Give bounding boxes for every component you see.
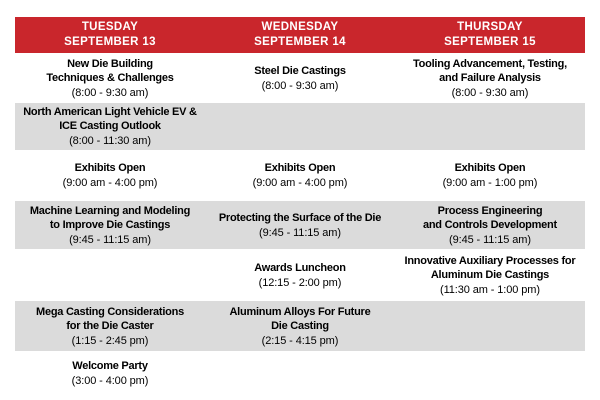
session-time: (9:00 am - 1:00 pm) — [442, 177, 538, 189]
session-cell: Aluminum Alloys For Future Die Casting (2… — [205, 301, 395, 351]
session-title: Machine Learning and Modeling to Improve… — [29, 204, 191, 231]
session-cell: Machine Learning and Modeling to Improve… — [15, 201, 205, 249]
empty-cell — [205, 351, 395, 395]
session-time: (8:00 - 9:30 am) — [451, 86, 529, 99]
session-cell: Protecting the Surface of the Die (9:45 -… — [205, 201, 395, 249]
session-title: Protecting the Surface of the Die — [218, 211, 382, 224]
header-date-label: SEPTEMBER 13 — [64, 36, 156, 48]
session-cell: Mega Casting Considerations for the Die … — [15, 301, 205, 351]
schedule-table: TUESDAY SEPTEMBER 13 WEDNESDAY SEPTEMBER… — [15, 17, 585, 395]
header-date-label: SEPTEMBER 15 — [444, 36, 536, 48]
header-day-label: WEDNESDAY — [261, 21, 339, 33]
session-time: (8:00 - 11:30 am) — [69, 135, 151, 147]
schedule-row: Machine Learning and Modeling to Improve… — [15, 201, 585, 249]
header-day-label: TUESDAY — [81, 21, 139, 33]
session-cell: Tooling Advancement, Testing, and Failur… — [395, 53, 585, 103]
schedule-header-row: TUESDAY SEPTEMBER 13 WEDNESDAY SEPTEMBER… — [15, 17, 585, 53]
session-cell: North American Light Vehicle EV & ICE Ca… — [15, 103, 205, 150]
schedule-row: Exhibits Open (9:00 am - 4:00 pm) Exhibits… — [15, 150, 585, 201]
session-time: (9:00 am - 4:00 pm) — [252, 177, 348, 189]
session-title: Exhibits Open — [264, 162, 336, 174]
session-time: (9:45 - 11:15 am) — [449, 233, 531, 246]
session-cell: Welcome Party (3:00 - 4:00 pm) — [15, 351, 205, 395]
schedule-rows: New Die Building Techniques & Challenges… — [15, 53, 585, 395]
header-day-label: THURSDAY — [457, 21, 523, 33]
session-time: (1:15 - 2:45 pm) — [71, 334, 149, 347]
session-title: Exhibits Open — [74, 162, 146, 174]
schedule-row: New Die Building Techniques & Challenges… — [15, 53, 585, 103]
header-cell-tuesday: TUESDAY SEPTEMBER 13 — [15, 17, 205, 53]
session-cell: Exhibits Open (9:00 am - 1:00 pm) — [395, 150, 585, 201]
session-cell: Awards Luncheon (12:15 - 2:00 pm) — [205, 249, 395, 301]
session-time: (8:00 - 9:30 am) — [261, 79, 339, 92]
empty-cell — [395, 351, 585, 395]
session-title: Steel Die Castings — [254, 64, 346, 77]
session-time: (9:00 am - 4:00 pm) — [62, 177, 158, 189]
session-title: Aluminum Alloys For Future Die Casting — [229, 305, 371, 332]
session-cell: Exhibits Open (9:00 am - 4:00 pm) — [205, 150, 395, 201]
session-title: New Die Building Techniques & Challenges — [46, 57, 174, 84]
session-title: Exhibits Open — [454, 162, 526, 174]
session-title: Innovative Auxiliary Processes for Alumi… — [404, 254, 576, 281]
session-cell: Steel Die Castings (8:00 - 9:30 am) — [205, 53, 395, 103]
session-title: Awards Luncheon — [254, 261, 346, 274]
session-title: Process Engineering and Controls Develop… — [422, 204, 557, 231]
empty-cell — [395, 301, 585, 351]
session-title: North American Light Vehicle EV & ICE Ca… — [23, 106, 197, 132]
empty-cell — [205, 103, 395, 150]
session-cell: Innovative Auxiliary Processes for Alumi… — [395, 249, 585, 301]
empty-cell — [395, 103, 585, 150]
session-time: (9:45 - 11:15 am) — [259, 226, 341, 239]
session-cell: New Die Building Techniques & Challenges… — [15, 53, 205, 103]
session-time: (11:30 am - 1:00 pm) — [440, 283, 540, 296]
schedule-row: North American Light Vehicle EV & ICE Ca… — [15, 103, 585, 150]
session-title: Tooling Advancement, Testing, and Failur… — [413, 57, 567, 84]
header-cell-wednesday: WEDNESDAY SEPTEMBER 14 — [205, 17, 395, 53]
session-title: Mega Casting Considerations for the Die … — [36, 305, 184, 332]
session-title: Welcome Party — [72, 359, 148, 372]
schedule-row: Welcome Party (3:00 - 4:00 pm) — [15, 351, 585, 395]
header-cell-thursday: THURSDAY SEPTEMBER 15 — [395, 17, 585, 53]
session-time: (2:15 - 4:15 pm) — [261, 334, 339, 347]
empty-cell — [15, 249, 205, 301]
session-time: (9:45 - 11:15 am) — [69, 233, 151, 246]
header-date-label: SEPTEMBER 14 — [254, 36, 346, 48]
schedule-row: Awards Luncheon (12:15 - 2:00 pm) Innovati… — [15, 249, 585, 301]
session-time: (3:00 - 4:00 pm) — [71, 374, 149, 387]
session-time: (8:00 - 9:30 am) — [71, 86, 149, 99]
schedule-row: Mega Casting Considerations for the Die … — [15, 301, 585, 351]
session-cell: Process Engineering and Controls Develop… — [395, 201, 585, 249]
session-cell: Exhibits Open (9:00 am - 4:00 pm) — [15, 150, 205, 201]
session-time: (12:15 - 2:00 pm) — [258, 276, 342, 289]
